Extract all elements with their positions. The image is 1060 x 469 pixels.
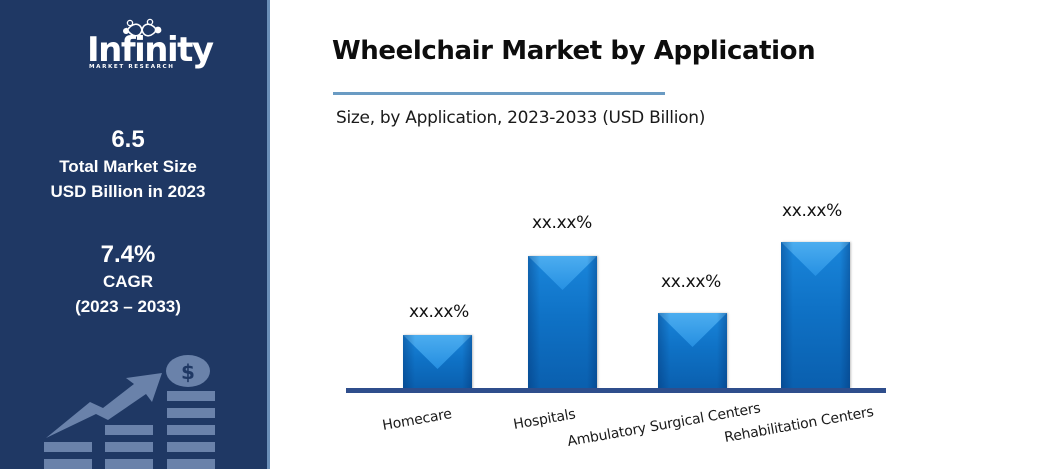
category-label-homecare: Homecare: [381, 406, 454, 434]
bar-hospitals: [528, 256, 597, 389]
data-label-hospitals: xx.xx%: [532, 213, 592, 233]
infinity-logo-icon: [123, 18, 162, 37]
chart-title: Wheelchair Market by Application: [332, 36, 816, 66]
data-label-rehabilitation-centers: xx.xx%: [782, 201, 842, 221]
category-label-hospitals: Hospitals: [512, 406, 577, 433]
chart-subtitle: Size, by Application, 2023-2033 (USD Bil…: [336, 108, 706, 128]
cagr-stat: 7.4% CAGR (2023 – 2033): [0, 241, 256, 319]
svg-text:$: $: [181, 360, 195, 384]
market-size-unit: USD Billion in 2023: [50, 182, 206, 201]
cagr-period: (2023 – 2033): [75, 297, 181, 316]
logo-wordmark: Infinity: [87, 30, 214, 70]
sidebar-panel: Infinity MARKET RESEARCH 6.5 Total Marke…: [0, 0, 270, 469]
market-size-label: Total Market Size: [59, 157, 197, 176]
cagr-label: CAGR: [102, 272, 154, 291]
bar-ambulatory-surgical-centers: [658, 313, 727, 389]
bar-homecare: [403, 335, 472, 389]
title-divider: [333, 92, 665, 95]
market-size-value: 6.5: [111, 126, 145, 153]
x-axis-line: [346, 388, 886, 393]
cagr-value: 7.4%: [100, 241, 156, 268]
market-size-stat: 6.5 Total Market Size USD Billion in 202…: [0, 126, 256, 204]
bar-rehabilitation-centers: [781, 242, 850, 389]
growth-chart-dollar-icon: $: [44, 355, 215, 469]
infinity-market-research-logo: Infinity MARKET RESEARCH: [84, 14, 214, 76]
logo-subtitle: MARKET RESEARCH: [89, 64, 175, 70]
data-label-homecare: xx.xx%: [409, 302, 469, 322]
data-label-ambulatory-surgical-centers: xx.xx%: [661, 272, 721, 292]
